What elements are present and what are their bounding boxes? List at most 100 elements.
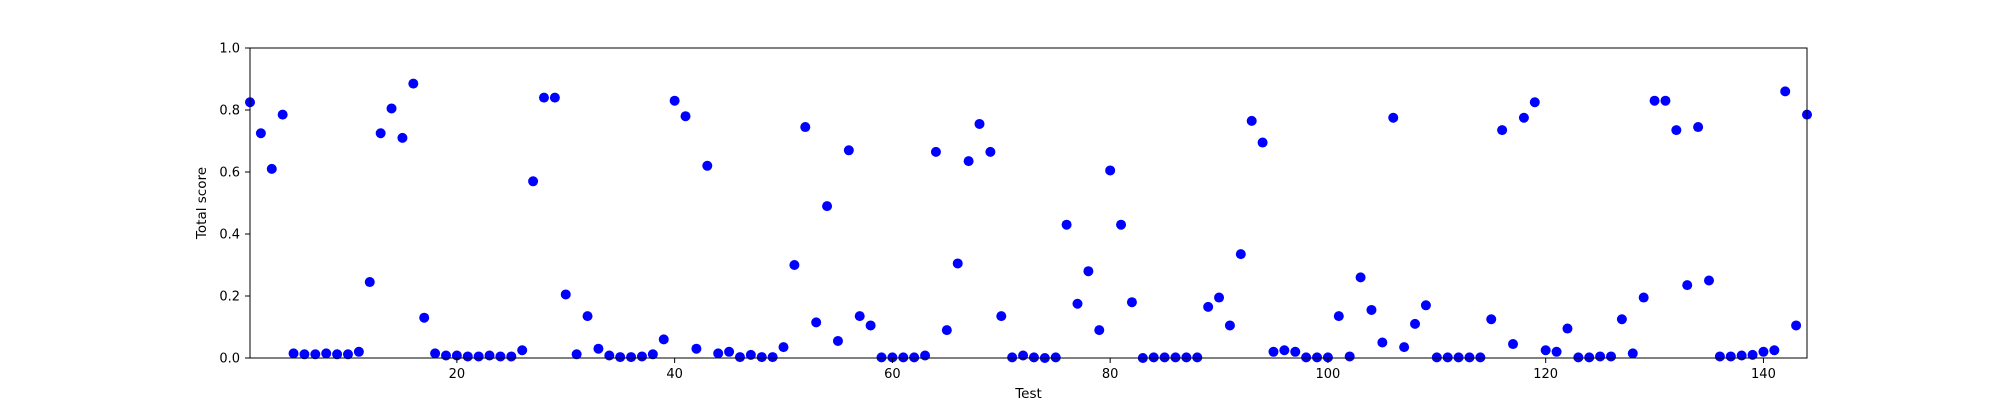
data-point [549, 92, 560, 103]
data-point [571, 349, 582, 360]
data-point [734, 352, 745, 363]
data-point [887, 352, 898, 363]
data-point [1018, 350, 1029, 361]
data-point [1725, 351, 1736, 362]
data-point [745, 349, 756, 360]
y-tick-label: 0.4 [219, 228, 240, 243]
data-point [680, 111, 691, 122]
data-point [1301, 352, 1312, 363]
data-point [843, 145, 854, 156]
data-point [1061, 219, 1072, 230]
data-point [1214, 292, 1225, 303]
data-point [1203, 301, 1214, 312]
data-point [822, 201, 833, 212]
data-point [876, 352, 887, 363]
data-point [1693, 122, 1704, 133]
data-point [1431, 352, 1442, 363]
data-point [1442, 352, 1453, 363]
data-point [593, 343, 604, 354]
data-point [1747, 349, 1758, 360]
data-point [255, 128, 266, 139]
data-point [1290, 346, 1301, 357]
x-tick-label: 20 [449, 367, 466, 382]
data-point [1758, 346, 1769, 357]
data-point [386, 103, 397, 114]
data-point [1606, 351, 1617, 362]
data-point [1497, 125, 1508, 136]
data-point [658, 334, 669, 345]
data-point [1312, 352, 1323, 363]
data-point [353, 346, 364, 357]
data-point [952, 258, 963, 269]
data-point [484, 350, 495, 361]
data-point [604, 350, 615, 361]
data-point [538, 92, 549, 103]
data-point [517, 345, 528, 356]
data-point [1148, 352, 1159, 363]
data-point [473, 351, 484, 362]
points-layer [245, 78, 1812, 363]
y-tick-label: 0.0 [219, 352, 240, 367]
data-point [767, 352, 778, 363]
y-axis-label: Total score [194, 167, 210, 240]
data-point [1192, 352, 1203, 363]
data-point [266, 163, 277, 174]
data-point [321, 348, 332, 359]
data-point [713, 348, 724, 359]
data-point [1170, 352, 1181, 363]
data-point [1072, 298, 1083, 309]
x-tick-label: 120 [1533, 367, 1558, 382]
data-point [854, 311, 865, 322]
data-point [974, 118, 985, 129]
data-point [789, 260, 800, 270]
data-point [1366, 304, 1377, 315]
data-point [1671, 125, 1682, 136]
data-point [920, 350, 931, 361]
data-point [310, 349, 321, 360]
data-point [1769, 345, 1780, 356]
data-point [898, 352, 909, 363]
data-point [1562, 323, 1573, 334]
data-point [299, 349, 310, 360]
data-point [1529, 97, 1540, 108]
data-point [1083, 266, 1094, 277]
x-tick-label: 100 [1316, 367, 1341, 382]
data-point [996, 311, 1007, 322]
data-point [560, 289, 571, 300]
data-point [582, 311, 593, 322]
data-point [1791, 320, 1802, 331]
data-point [1584, 352, 1595, 363]
data-point [1616, 314, 1627, 325]
data-point [1333, 311, 1344, 322]
data-point [669, 95, 680, 106]
data-point [1649, 95, 1660, 106]
data-point [1279, 345, 1290, 356]
x-tick-label: 140 [1751, 367, 1776, 382]
data-point [865, 320, 876, 331]
data-point [832, 335, 843, 346]
data-point [1714, 351, 1725, 362]
data-point [811, 317, 822, 328]
data-point [1464, 352, 1475, 363]
data-point [1682, 280, 1693, 291]
data-point [397, 132, 408, 143]
data-point [1453, 352, 1464, 363]
data-point [1377, 337, 1388, 348]
data-point [1028, 352, 1039, 363]
data-point [1486, 314, 1497, 325]
data-point [1475, 352, 1486, 363]
data-point [419, 312, 430, 323]
data-point [1410, 318, 1421, 329]
data-point [800, 122, 811, 133]
data-point [1540, 345, 1551, 356]
data-point [1246, 115, 1257, 126]
data-point [1660, 95, 1671, 106]
data-point [1399, 342, 1410, 353]
data-point [364, 277, 375, 288]
data-point [1508, 339, 1519, 350]
data-point [963, 156, 974, 167]
y-tick-label: 1.0 [219, 42, 240, 57]
data-point [636, 351, 647, 362]
data-point [1268, 346, 1279, 357]
